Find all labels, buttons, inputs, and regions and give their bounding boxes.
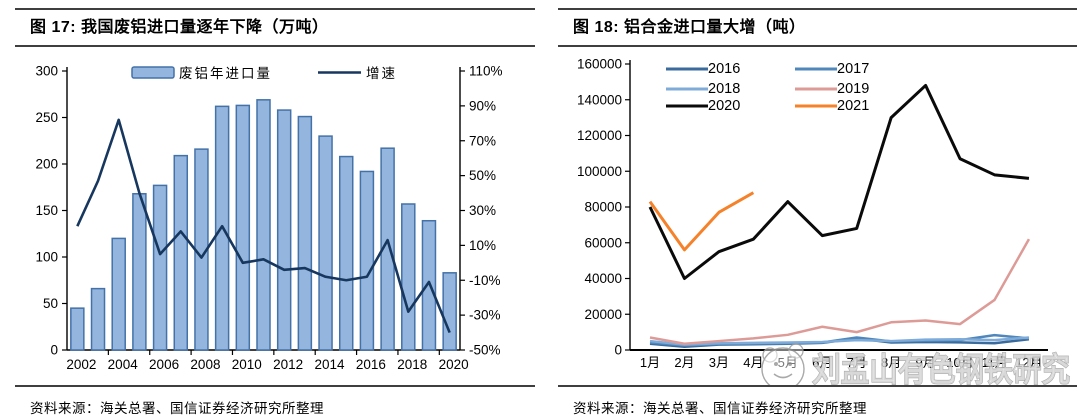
x-tick-label: 2020 (439, 357, 469, 372)
month-label: 4月 (743, 355, 763, 370)
x-tick-label: 2014 (315, 357, 346, 372)
legend-bar-label: 废铝年进口量 (179, 66, 272, 81)
legend-label-2017: 2017 (837, 61, 869, 77)
month-label: 7月 (847, 355, 867, 370)
month-label: 11月 (981, 355, 1008, 370)
y-tick-label-right: 110% (469, 64, 503, 79)
figure-18-title: 图 18: 铝合金进口量大增（吨） (558, 8, 1077, 47)
figure-18-source: 资料来源：海关总署、国信证券经济研究所整理 (558, 385, 1077, 417)
y-tick-label: 80000 (584, 200, 622, 215)
smiley-face-logo (761, 347, 805, 385)
x-tick-label: 2006 (149, 357, 179, 372)
legend: 废铝年进口量 增速 (131, 66, 397, 81)
y-tick-label: 40000 (584, 271, 622, 286)
y-tick-label-right: 30% (469, 203, 496, 218)
y-tick-label-right: -10% (469, 273, 501, 288)
bar-2011 (256, 99, 271, 351)
y-tick-label: 100000 (577, 164, 622, 179)
y-tick-label-left: 50 (43, 296, 58, 311)
bar-2007 (173, 154, 189, 351)
y-tick-label-left: 150 (35, 203, 58, 218)
y-tick-label-right: -30% (469, 308, 501, 323)
y-tick-label-left: 300 (35, 64, 58, 79)
x-tick-label: 2004 (108, 357, 139, 372)
bar-2012 (276, 109, 292, 351)
y-tick-label: 160000 (577, 57, 622, 72)
month-label: 9月 (915, 355, 935, 370)
bar-2006 (152, 184, 168, 351)
smiley-mouth (773, 373, 793, 379)
bar-2020 (442, 272, 457, 351)
aluminum-alloy-import-chart: 0 20000 40000 60000 80000 100000 120000 140000 1… (577, 57, 1071, 385)
series-line-2021 (648, 191, 755, 252)
month-label: 6月 (812, 355, 832, 370)
legend-label-2018: 2018 (708, 81, 740, 97)
y-tick-label-right: 90% (469, 98, 496, 113)
legend: 2016 2017 2018 2019 2020 2021 (666, 61, 869, 114)
watermark-text: 刘孟山有色钢铁研究 (812, 351, 1070, 385)
month-label: 2月 (674, 355, 694, 370)
y-tick-label: 60000 (584, 235, 622, 250)
bar-2016 (359, 170, 375, 351)
legend-label-2016: 2016 (708, 61, 740, 77)
watermark: 刘孟山有色钢铁研究 (761, 343, 1071, 385)
legend-line-label: 增速 (366, 66, 397, 81)
x-tick-label: 2002 (66, 357, 96, 372)
figure-17-chart-area: 0 50 100 150 200 250 300 -50% -30% -10% 10% 30% 50% 7… (15, 47, 535, 385)
bar-2013 (297, 115, 313, 351)
y-tick-label: 0 (614, 343, 622, 358)
month-label: 3月 (709, 355, 729, 370)
bar-2018 (401, 203, 416, 351)
month-label: 1月 (640, 355, 660, 370)
y-tick-label-right: 10% (469, 238, 496, 253)
x-tick-label: 2010 (232, 357, 262, 372)
x-tick-label: 2018 (397, 357, 427, 372)
y-tick-label: 120000 (577, 128, 622, 143)
smiley-eye (774, 362, 778, 366)
y-tick-label-left: 0 (50, 343, 58, 358)
scrap-aluminum-import-chart: 0 50 100 150 200 250 300 -50% -30% -10% 10% 30% 50% 7… (35, 64, 503, 373)
month-label: 10月 (946, 355, 973, 370)
figure-17-panel: 图 17: 我国废铝进口量逐年下降（万吨） 0 50 100 150 200 250 300… (15, 0, 535, 417)
figure-17-title: 图 17: 我国废铝进口量逐年下降（万吨） (15, 8, 535, 47)
series-line-2018 (649, 336, 1030, 346)
y-tick-label-right: 70% (469, 133, 496, 148)
y-tick-label-left: 100 (35, 250, 58, 265)
y-tick-label-right: 50% (469, 168, 496, 183)
series-line-2019 (649, 238, 1031, 345)
bar-2002 (70, 307, 85, 351)
figure-18-chart-area: 0 20000 40000 60000 80000 100000 120000 140000 1… (558, 47, 1077, 385)
bar-2010 (235, 104, 251, 351)
y-tick-label-left: 250 (35, 110, 58, 125)
legend-label-2021: 2021 (837, 98, 869, 114)
figure-17-source: 资料来源：海关总署、国信证券经济研究所整理 (15, 385, 535, 417)
legend-label-2019: 2019 (837, 81, 869, 97)
legend-label-2020: 2020 (708, 98, 740, 114)
figure-18-panel: 图 18: 铝合金进口量大增（吨） 0 20000 40000 60000 80000 1… (558, 0, 1077, 417)
y-tick-label: 20000 (584, 307, 622, 322)
y-tick-label: 140000 (577, 92, 622, 107)
watermark-logo-hand (788, 343, 804, 359)
bar-2014 (318, 135, 333, 351)
month-label: 8月 (881, 355, 901, 370)
bar-2003 (90, 287, 106, 351)
x-tick-label: 2012 (273, 357, 303, 372)
x-tick-label: 2016 (356, 357, 386, 372)
y-tick-label-right: -50% (469, 343, 501, 358)
watermark-logo-hand (762, 347, 778, 363)
bar-2005 (132, 193, 147, 351)
growth-line (76, 118, 451, 334)
legend-bar-swatch (131, 66, 175, 79)
month-label: 5月 (778, 355, 798, 370)
bars-group (70, 99, 457, 351)
x-tick-label: 2008 (190, 357, 220, 372)
month-label: 12月 (1015, 355, 1042, 370)
bar-2015 (338, 155, 354, 351)
series-line-2020 (648, 83, 1030, 280)
bar-2004 (111, 237, 126, 351)
y-tick-label-left: 200 (35, 157, 58, 172)
smiley-eye (788, 362, 792, 366)
